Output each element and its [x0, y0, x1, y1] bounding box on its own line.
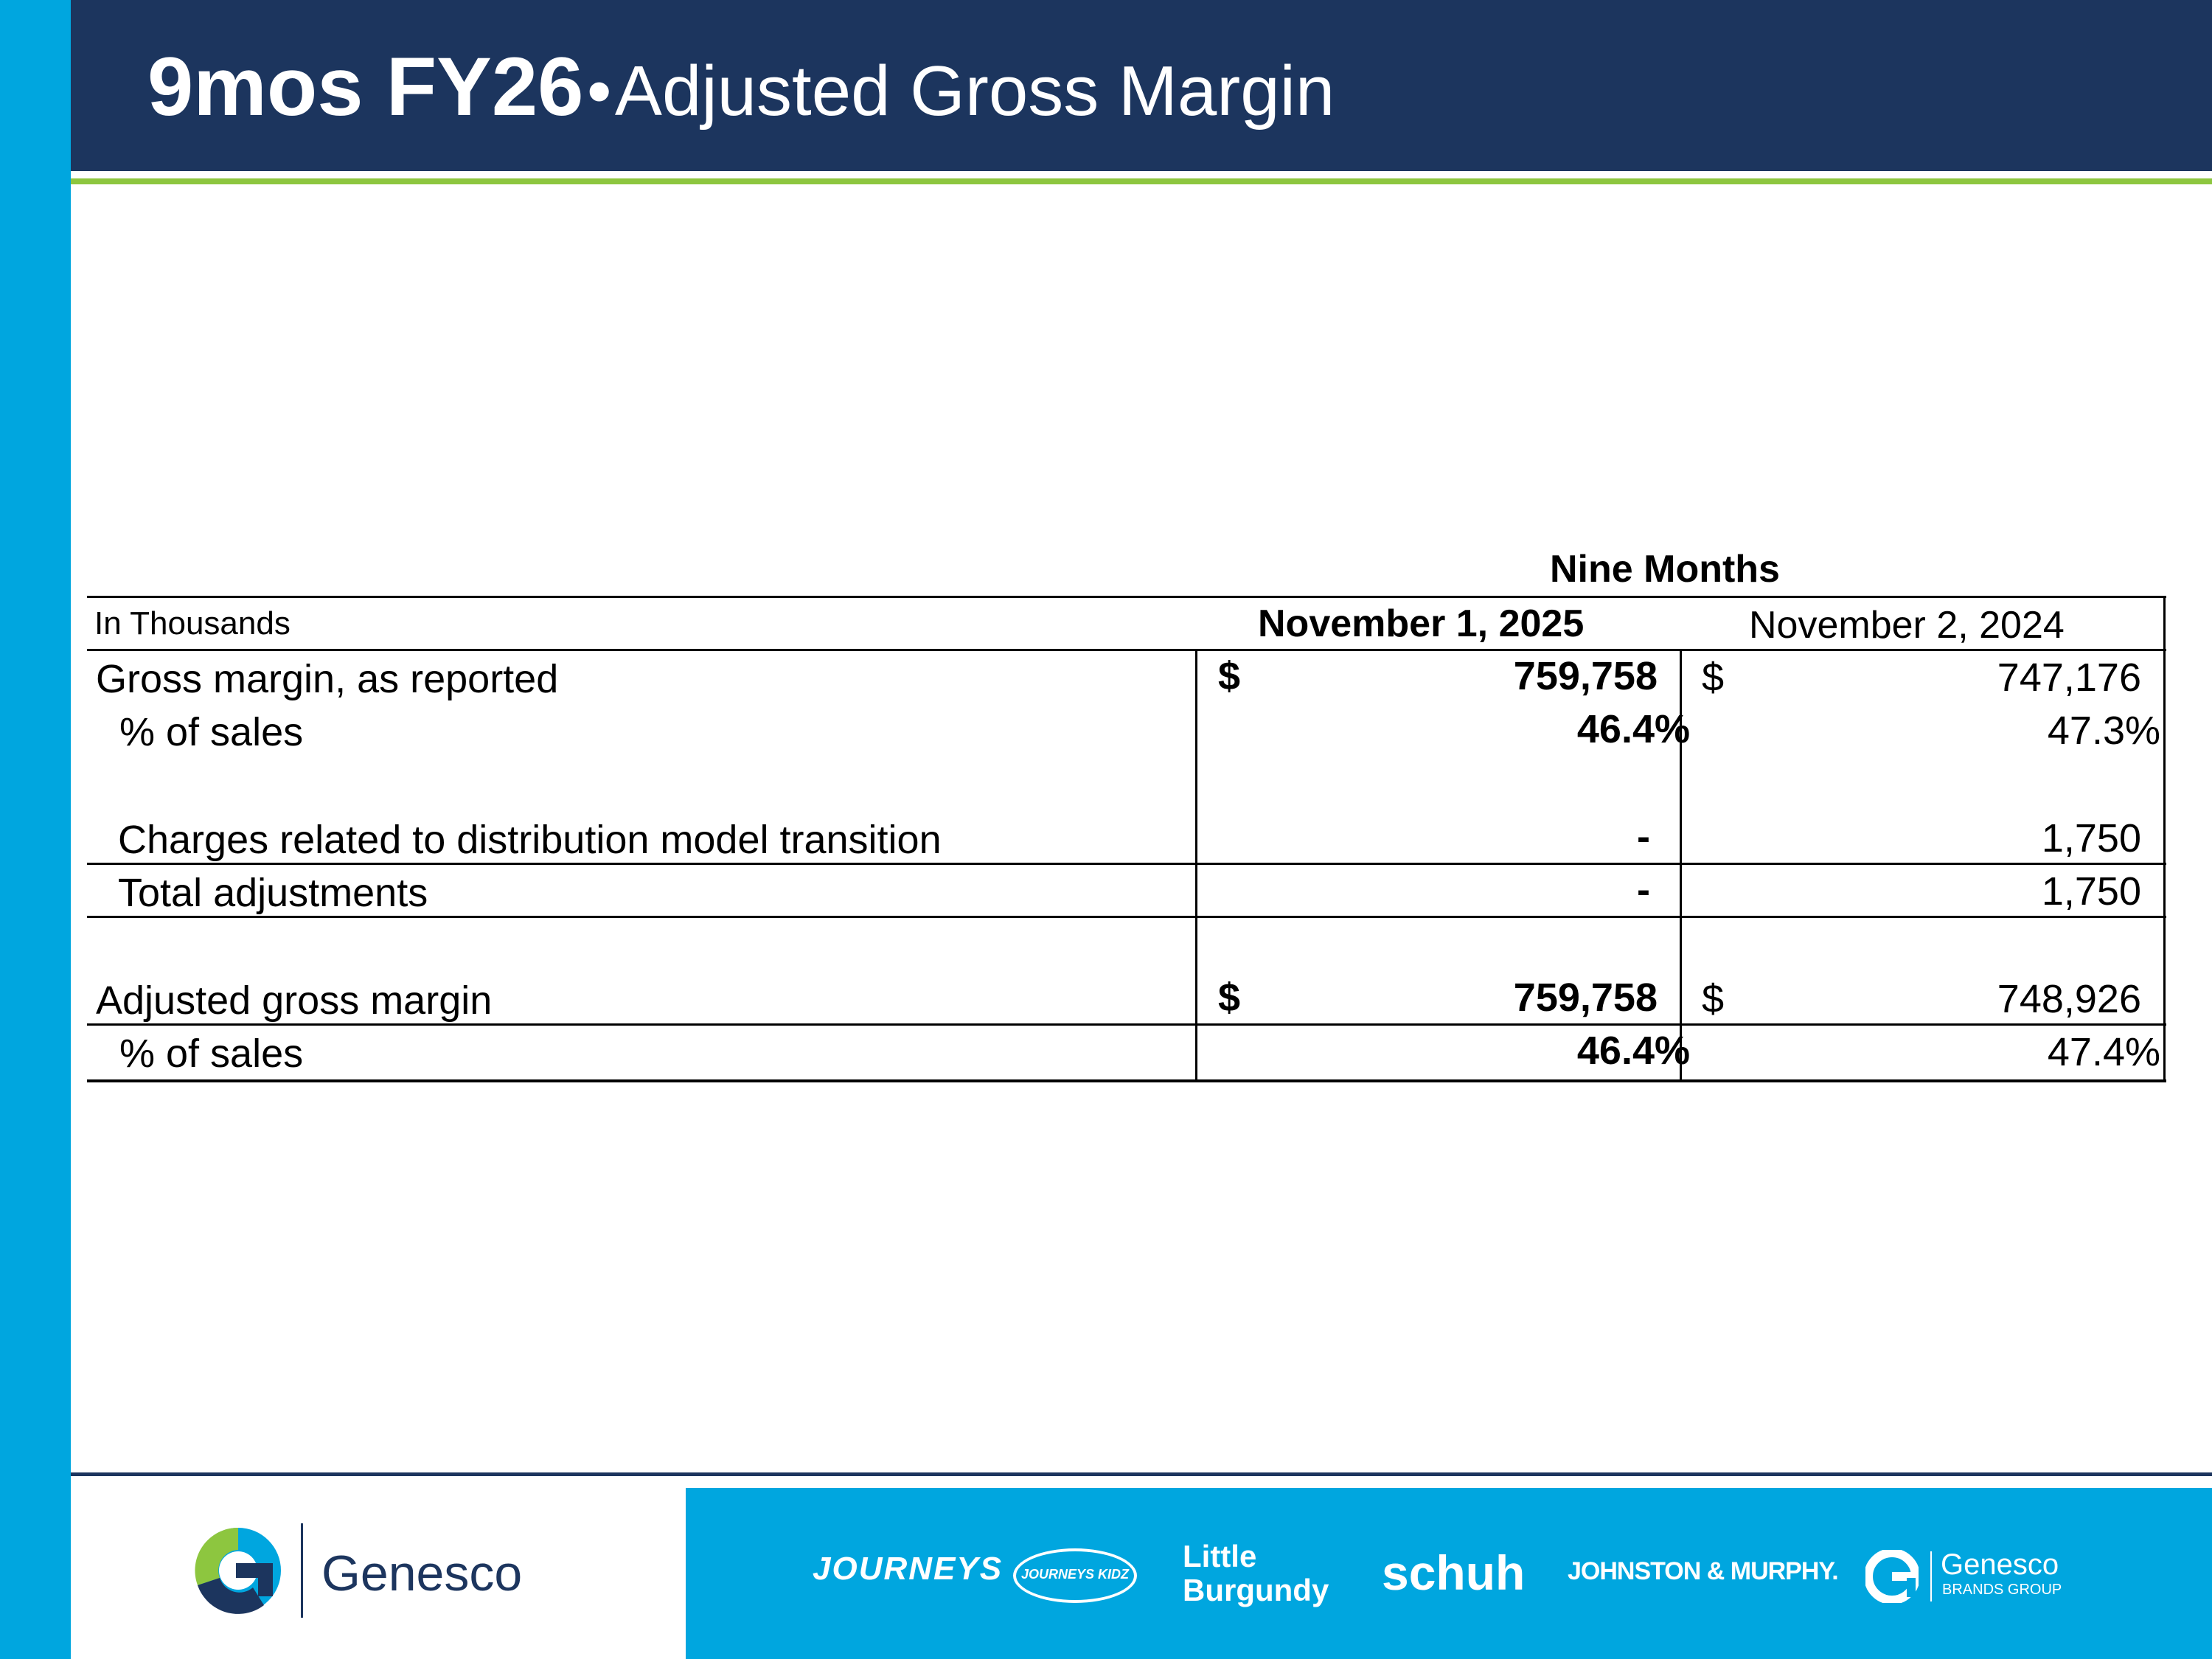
left-accent-stripe: [0, 0, 71, 1659]
brand-journeys-kidz: JOURNEYS KIDZ: [1020, 1567, 1130, 1582]
header-bottom-border: [87, 649, 2166, 651]
genesco-logo: Genesco: [190, 1519, 559, 1622]
row-label: Total adjustments: [118, 871, 428, 915]
title-subject: Adjusted Gross Margin: [614, 52, 1335, 131]
value-current: 46.4%: [1576, 1029, 1690, 1073]
gross-margin-table: Nine Months In Thousands November 1, 202…: [87, 546, 2166, 1091]
currency-symbol-current: $: [1218, 975, 1241, 1020]
row-divider: [87, 1023, 2166, 1026]
title-separator: •: [586, 52, 612, 131]
value-current: 759,758: [1513, 975, 1658, 1020]
table-bottom-border: [87, 1079, 2166, 1082]
genesco-g-icon: [195, 1527, 281, 1614]
value-prior: 47.4%: [2047, 1030, 2160, 1074]
genesco-brands-g-icon: [1865, 1550, 1919, 1603]
currency-symbol-prior: $: [1702, 977, 1725, 1021]
value-current: 759,758: [1513, 654, 1658, 698]
value-current: -: [1637, 868, 1650, 912]
value-prior: 1,750: [2041, 816, 2141, 860]
row-divider: [87, 863, 2166, 865]
column-divider-right: [2163, 596, 2166, 1081]
row-label: Gross margin, as reported: [96, 657, 559, 701]
column-header-current: November 1, 2025: [1258, 602, 1585, 645]
value-current: -: [1637, 815, 1650, 859]
value-current: 46.4%: [1576, 707, 1690, 751]
row-label: Charges related to distribution model tr…: [118, 818, 942, 862]
column-divider-middle: [1680, 649, 1682, 1081]
brand-genesco: Genesco: [1941, 1548, 2059, 1581]
table-top-border: [87, 596, 2166, 598]
column-header-prior: November 2, 2024: [1749, 604, 2065, 647]
currency-symbol-prior: $: [1702, 655, 1725, 700]
brand-brands-group: BRANDS GROUP: [1942, 1582, 2062, 1598]
row-label: % of sales: [119, 710, 304, 754]
brand-johnston-murphy: JOHNSTON & MURPHY.: [1568, 1557, 1839, 1585]
value-prior: 47.3%: [2047, 709, 2160, 753]
brand-strip: JOURNEYS JOURNEYS KIDZ Little Burgundy s…: [686, 1488, 2212, 1659]
column-divider-left: [1195, 649, 1197, 1081]
slide-title: 9mos FY26 • Adjusted Gross Margin: [147, 46, 1335, 128]
row-divider: [87, 916, 2166, 918]
title-underline: [71, 178, 2212, 184]
title-bar: [71, 0, 2212, 171]
brands-group-divider: [1930, 1551, 1932, 1601]
row-label: Adjusted gross margin: [96, 978, 493, 1023]
logo-divider: [301, 1523, 303, 1618]
value-prior: 748,926: [1997, 977, 2141, 1021]
title-period: 9mos FY26: [147, 41, 584, 133]
brand-journeys: JOURNEYS: [813, 1551, 1004, 1587]
brand-little: Little: [1183, 1539, 1257, 1573]
brand-schuh: schuh: [1382, 1545, 1526, 1600]
currency-symbol-current: $: [1218, 654, 1241, 698]
brand-burgundy: Burgundy: [1183, 1573, 1329, 1607]
value-prior: 747,176: [1997, 655, 2141, 700]
brand-journeys-kidz-badge: JOURNEYS KIDZ: [1013, 1548, 1137, 1603]
row-label: % of sales: [119, 1032, 304, 1076]
company-name: Genesco: [321, 1545, 523, 1601]
footer-divider: [71, 1472, 2212, 1476]
unit-label: In Thousands: [94, 605, 291, 641]
group-header: Nine Months: [1550, 548, 1780, 591]
value-prior: 1,750: [2041, 869, 2141, 914]
